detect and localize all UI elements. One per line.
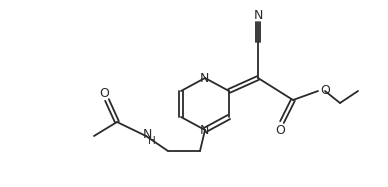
Text: N: N (199, 71, 209, 85)
Text: O: O (99, 87, 109, 99)
Text: O: O (275, 123, 285, 137)
Text: N: N (142, 128, 152, 142)
Text: N: N (199, 123, 209, 137)
Text: N: N (253, 8, 263, 22)
Text: O: O (320, 84, 330, 96)
Text: H: H (148, 136, 156, 146)
